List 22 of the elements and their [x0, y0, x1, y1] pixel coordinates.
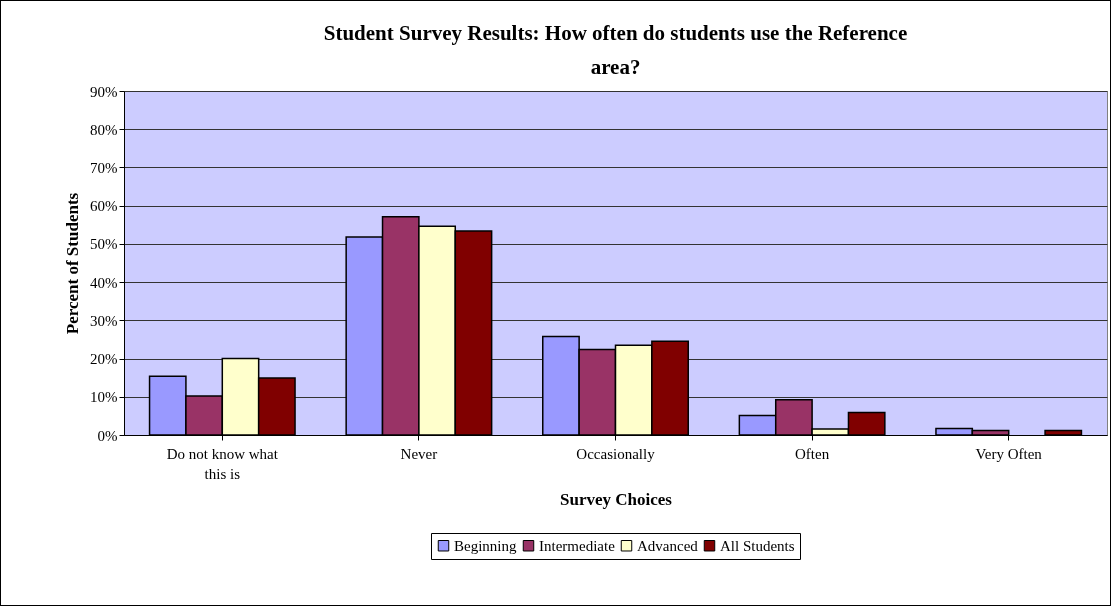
y-tick-label: 20% [90, 351, 118, 368]
y-tick-label: 80% [90, 121, 118, 138]
y-tick-label: 30% [90, 312, 118, 329]
y-tick-label: 90% [90, 83, 118, 100]
y-tick-label: 40% [90, 274, 118, 291]
y-tick-label: 10% [90, 389, 118, 406]
x-tick-label: Never [400, 445, 438, 462]
x-tick-label: Occasionally [576, 445, 656, 462]
y-tick-label: 0% [97, 427, 118, 444]
chart-title: Student Survey Results: How often do students use the Reference area? [323, 21, 908, 79]
x-tick-label: Often [795, 445, 830, 462]
legend-label: All Students [720, 537, 795, 554]
y-tick-label: 60% [90, 198, 118, 215]
legend-label: Beginning [454, 537, 517, 554]
x-axis-title: Survey Choices [560, 489, 673, 509]
y-axis-title: Percent of Students [63, 192, 82, 335]
y-tick-label: 70% [90, 159, 118, 176]
legend-label: Advanced [637, 537, 699, 554]
legend-label: Intermediate [539, 537, 616, 554]
y-tick-label: 50% [90, 236, 118, 253]
x-tick-label: Very Often [975, 445, 1043, 462]
x-tick-label: Do not know what this is [166, 445, 279, 482]
